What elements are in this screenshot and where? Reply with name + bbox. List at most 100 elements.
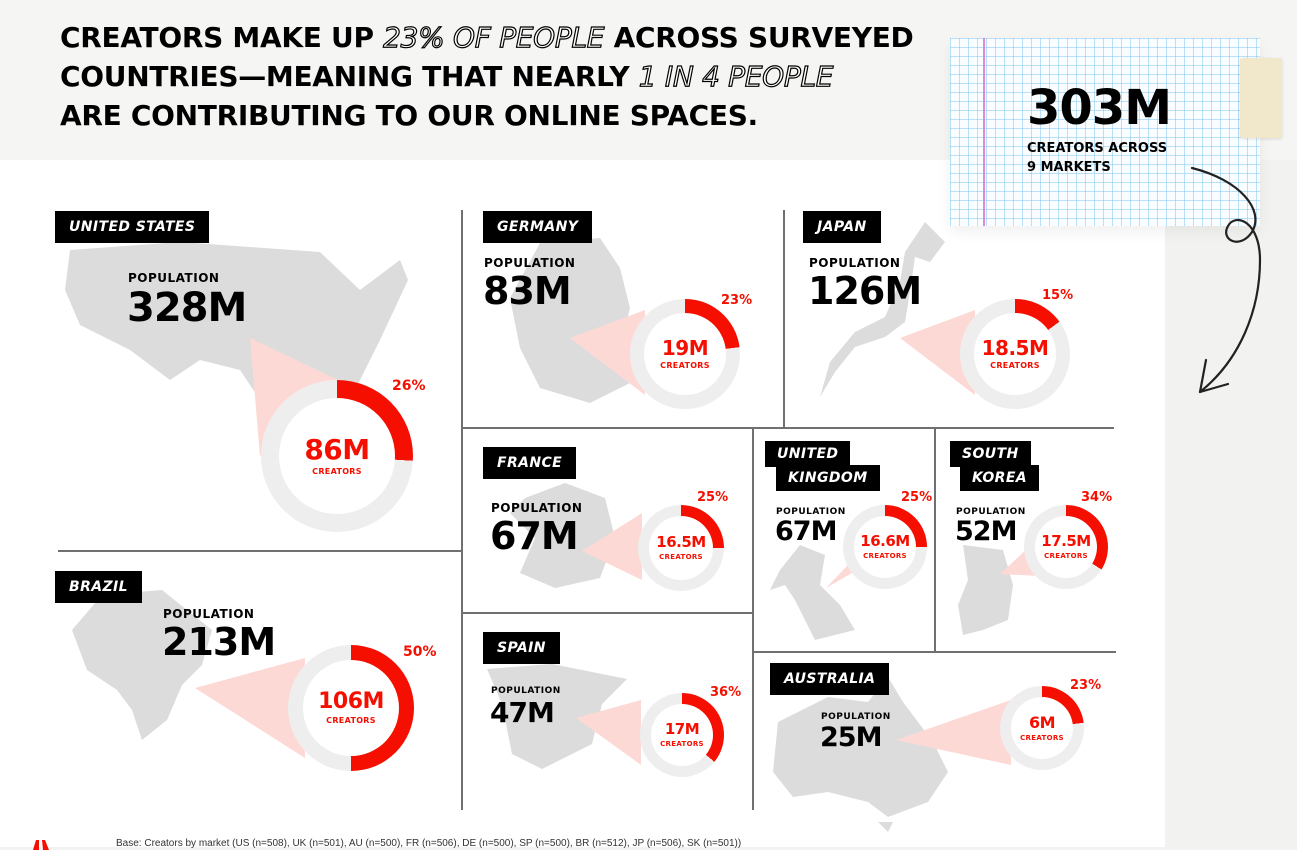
creators-percent: 23% bbox=[1070, 678, 1102, 693]
creators-donut-chart: 16.5M CREATORS bbox=[638, 505, 724, 591]
headline-outline-text: 23% OF PEOPLE bbox=[383, 20, 606, 54]
grid-divider bbox=[752, 427, 754, 810]
population-label: POPULATION bbox=[128, 271, 220, 285]
us-map-icon bbox=[65, 242, 408, 415]
grid-divider bbox=[461, 427, 1114, 429]
south-korea-map-icon bbox=[958, 545, 1013, 635]
grid-divider bbox=[783, 210, 785, 428]
country-label: UNITED bbox=[765, 441, 851, 467]
population-value: 67M bbox=[775, 516, 837, 547]
creators-percent: 23% bbox=[721, 293, 753, 308]
creators-label: CREATORS bbox=[326, 716, 376, 725]
population-label: POPULATION bbox=[776, 507, 846, 517]
zoom-cone bbox=[195, 658, 305, 758]
population-label: POPULATION bbox=[956, 507, 1026, 517]
creators-value: 16.5M bbox=[656, 533, 706, 551]
headline-text: ACROSS SURVEYED bbox=[604, 21, 914, 54]
headline-text: COUNTRIES—MEANING THAT NEARLY bbox=[60, 60, 639, 93]
zoom-cone bbox=[900, 310, 975, 395]
population-value: 83M bbox=[483, 269, 572, 313]
grid-divider bbox=[58, 550, 461, 552]
creators-value: 17.5M bbox=[1041, 532, 1091, 550]
creators-percent: 50% bbox=[403, 644, 437, 660]
uk-map-icon bbox=[770, 545, 855, 640]
tape-strip bbox=[1240, 58, 1282, 138]
country-label: KINGDOM bbox=[776, 465, 880, 491]
creators-donut-chart: 17.5M CREATORS bbox=[1024, 505, 1108, 589]
footnote: Base: Creators by market (US (n=508), UK… bbox=[116, 838, 742, 849]
creators-donut-chart: 19M CREATORS bbox=[630, 299, 740, 409]
creators-percent: 15% bbox=[1042, 288, 1074, 303]
creators-percent: 26% bbox=[392, 378, 426, 394]
population-label: POPULATION bbox=[163, 607, 255, 621]
creators-label: CREATORS bbox=[1020, 733, 1064, 742]
country-label: GERMANY bbox=[483, 211, 593, 243]
creators-percent: 25% bbox=[901, 490, 933, 505]
country-label: AUSTRALIA bbox=[770, 663, 890, 695]
spain-map-icon bbox=[487, 664, 627, 769]
population-label: POPULATION bbox=[821, 712, 891, 722]
creators-label: CREATORS bbox=[863, 552, 907, 560]
creators-value: 86M bbox=[304, 433, 370, 466]
creators-value: 6M bbox=[1028, 712, 1056, 732]
grid-divider bbox=[752, 651, 1116, 653]
hand-drawn-arrow-icon bbox=[1190, 166, 1262, 394]
country-label: KOREA bbox=[960, 465, 1040, 491]
population-value: 126M bbox=[808, 269, 922, 313]
brand-logo-icon bbox=[33, 840, 49, 850]
creators-label: CREATORS bbox=[312, 467, 362, 476]
population-label: POPULATION bbox=[491, 686, 561, 696]
creators-value: 16.6M bbox=[860, 532, 910, 550]
population-value: 328M bbox=[127, 285, 247, 331]
headline: CREATORS MAKE UP 23% OF PEOPLE ACROSS SU… bbox=[60, 18, 960, 135]
creators-donut-chart: 6M CREATORS bbox=[1000, 686, 1084, 770]
zoom-cone bbox=[896, 700, 1011, 765]
zoom-cone bbox=[576, 700, 641, 765]
zoom-cone bbox=[570, 310, 645, 395]
country-label: BRAZIL bbox=[55, 571, 142, 603]
grid-divider bbox=[934, 427, 936, 651]
creators-value: 106M bbox=[318, 689, 384, 714]
creators-donut-chart: 16.6M CREATORS bbox=[843, 505, 927, 589]
population-value: 52M bbox=[955, 516, 1017, 547]
creators-value: 18.5M bbox=[981, 336, 1049, 360]
caption-line: 9 MARKETS bbox=[1027, 160, 1111, 175]
creators-label: CREATORS bbox=[659, 553, 703, 561]
creators-donut-chart: 86M CREATORS bbox=[261, 380, 413, 532]
headline-text: CREATORS MAKE UP bbox=[60, 21, 384, 54]
country-label: JAPAN bbox=[803, 211, 881, 243]
creators-donut-chart: 18.5M CREATORS bbox=[960, 299, 1070, 409]
headline-text: ARE CONTRIBUTING TO OUR ONLINE SPACES. bbox=[60, 99, 758, 132]
australia-map-icon bbox=[773, 677, 948, 832]
creators-donut-chart: 17M CREATORS bbox=[640, 693, 724, 777]
headline-outline-text: 1 IN 4 PEOPLE bbox=[638, 59, 834, 93]
population-value: 25M bbox=[820, 722, 882, 753]
brazil-map-icon bbox=[72, 590, 212, 740]
creators-donut-chart: 106M CREATORS bbox=[288, 645, 414, 771]
total-creators-value: 303M bbox=[1027, 80, 1172, 136]
total-creators-caption: CREATORS ACROSS 9 MARKETS bbox=[1027, 139, 1197, 177]
creators-label: CREATORS bbox=[990, 361, 1040, 370]
country-label: FRANCE bbox=[483, 447, 577, 479]
population-label: POPULATION bbox=[491, 501, 583, 515]
grid-divider bbox=[461, 210, 463, 810]
creators-value: 17M bbox=[664, 720, 700, 738]
paper-texture-margin bbox=[1165, 160, 1297, 847]
country-label: SPAIN bbox=[483, 632, 560, 664]
creators-percent: 25% bbox=[697, 490, 729, 505]
country-label: SOUTH bbox=[950, 441, 1031, 467]
population-value: 47M bbox=[490, 696, 555, 729]
note-margin-line bbox=[983, 38, 985, 226]
creators-label: CREATORS bbox=[660, 740, 704, 748]
creators-percent: 36% bbox=[710, 685, 742, 700]
creators-value: 19M bbox=[661, 336, 709, 360]
population-label: POPULATION bbox=[809, 256, 901, 270]
creators-percent: 34% bbox=[1081, 490, 1113, 505]
country-label: UNITED STATES bbox=[55, 211, 210, 243]
creators-label: CREATORS bbox=[660, 361, 710, 370]
population-label: POPULATION bbox=[484, 256, 576, 270]
population-value: 67M bbox=[490, 514, 579, 558]
population-value: 213M bbox=[162, 620, 276, 664]
caption-line: CREATORS ACROSS bbox=[1027, 141, 1168, 156]
creators-label: CREATORS bbox=[1044, 552, 1088, 560]
